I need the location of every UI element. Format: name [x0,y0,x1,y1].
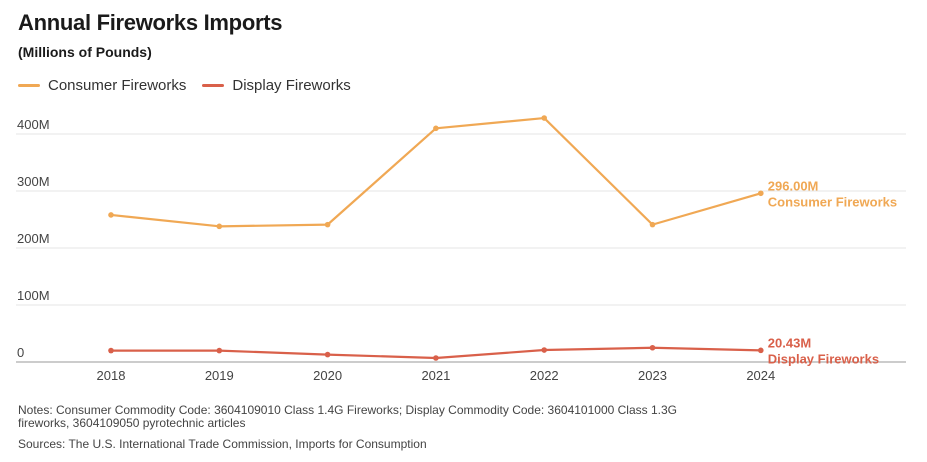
chart-title: Annual Fireworks Imports [18,10,283,35]
y-tick-label: 100M [17,288,50,303]
data-point [541,115,547,121]
data-point [649,344,656,351]
chart-sources: Sources: The U.S. International Trade Co… [18,437,427,451]
data-point [649,221,656,228]
legend-swatch-consumer [18,84,40,87]
x-tick-label: 2023 [638,368,667,383]
end-label-value: 296.00M [768,178,819,193]
x-tick-label: 2019 [205,368,234,383]
data-point [758,347,764,354]
line-chart: 0 100M 200M 300M 400M 2018 2019 2020 2021 2022 202… [16,115,906,383]
x-tick-label: 2020 [313,368,342,383]
y-tick-label: 400M [17,117,50,132]
data-point [324,221,331,228]
legend-swatch-display [202,84,225,87]
data-point [758,190,764,197]
data-point [108,212,114,218]
legend-label-display: Display Fireworks [232,77,351,94]
chart-notes: Notes: Consumer Commodity Code: 36041090… [18,403,677,430]
data-point [433,125,439,132]
x-tick-label: 2018 [97,368,126,383]
data-point [433,355,439,361]
legend-item-consumer: Consumer Fireworks [18,77,186,94]
legend-item-display: Display Fireworks [202,77,351,94]
end-label-value: 20.43M [768,335,811,350]
end-label-name: Consumer Fireworks [768,194,897,209]
data-point [216,223,223,230]
legend-label-consumer: Consumer Fireworks [48,77,187,94]
x-tick-label: 2022 [530,368,559,383]
data-point [108,347,114,354]
data-point [541,347,547,353]
x-tick-label: 2021 [421,368,450,383]
legend: Consumer Fireworks Display Fireworks [18,77,367,94]
y-tick-label: 0 [17,345,24,360]
chart-subtitle: (Millions of Pounds) [18,44,152,60]
y-tick-label: 300M [17,174,50,189]
data-point [216,347,223,354]
x-tick-label: 2024 [746,368,775,383]
end-label-name: Display Fireworks [768,351,879,366]
data-point [324,351,331,358]
y-tick-label: 200M [17,231,50,246]
